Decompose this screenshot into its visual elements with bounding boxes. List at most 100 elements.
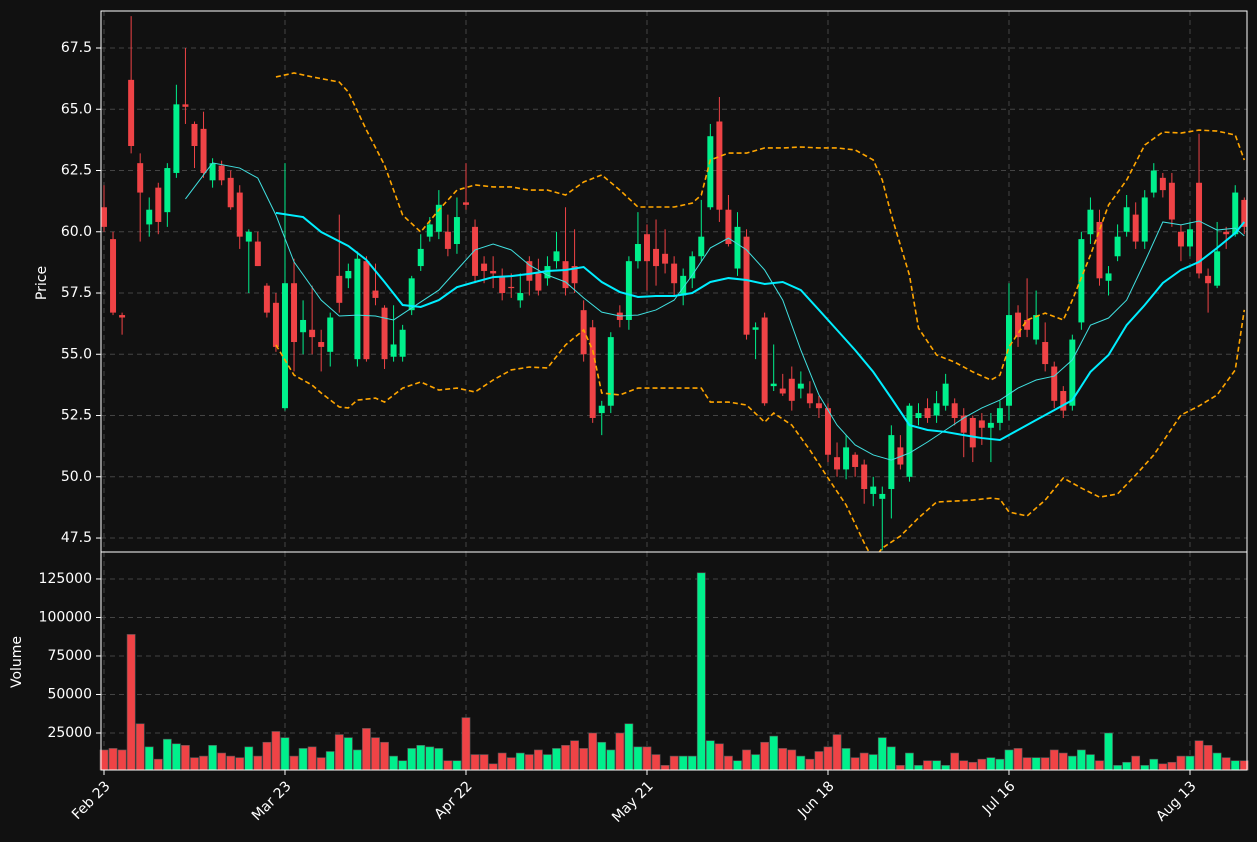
- candle-body: [318, 342, 325, 347]
- candle-body: [743, 236, 750, 335]
- volume-bar: [416, 745, 426, 771]
- volume-bar: [488, 763, 498, 771]
- candle-body: [607, 337, 614, 406]
- y-tick-label: 60.0: [61, 224, 92, 240]
- volume-axis-label: Volume: [9, 636, 25, 688]
- candle-body: [381, 307, 388, 360]
- volume-bar: [1140, 765, 1150, 771]
- candle-body: [770, 383, 777, 387]
- volume-bar: [316, 757, 326, 771]
- volume-bar: [226, 755, 236, 771]
- volume-bar: [678, 755, 688, 771]
- volume-bar: [280, 737, 290, 771]
- volume-bar: [407, 748, 417, 771]
- overlay-line: [275, 211, 1246, 442]
- volume-bar: [796, 755, 806, 771]
- candle-body: [680, 275, 687, 296]
- volume-bar: [371, 737, 380, 771]
- volume-bar: [1203, 745, 1213, 771]
- candle-body: [653, 248, 660, 267]
- volume-bar: [443, 760, 453, 771]
- volume-bar: [624, 723, 634, 771]
- candle-body: [309, 329, 316, 338]
- candle-body: [752, 327, 759, 330]
- volume-bar: [117, 749, 127, 771]
- volume-bar: [579, 748, 589, 771]
- volume-bar: [398, 760, 408, 771]
- y-tick-label: 50000: [47, 686, 92, 702]
- volume-bar: [153, 758, 163, 771]
- candle-body: [363, 261, 370, 360]
- volume-bar: [588, 732, 598, 771]
- candle-body: [227, 177, 234, 208]
- candle-body: [453, 217, 460, 245]
- candle-body: [834, 457, 841, 470]
- volume-bar: [1194, 740, 1204, 771]
- candle-body: [960, 415, 967, 433]
- volume-bar: [461, 717, 471, 771]
- candle-body: [444, 231, 451, 249]
- candle-body: [942, 383, 949, 406]
- volume-bar: [606, 749, 616, 771]
- volume-bar: [135, 723, 145, 771]
- candle-body: [707, 136, 714, 208]
- volume-bar: [1013, 748, 1023, 771]
- volume-bar: [941, 765, 951, 771]
- candle-body: [327, 317, 334, 352]
- candle-body: [861, 464, 868, 490]
- y-tick-label: 67.5: [61, 40, 92, 56]
- volume-bar: [977, 758, 987, 771]
- volume-bar: [543, 754, 552, 771]
- volume-bar: [262, 741, 272, 771]
- candle-body: [526, 261, 533, 281]
- candle-body: [1186, 229, 1193, 247]
- candle-body: [128, 79, 135, 147]
- candle-body: [182, 104, 189, 107]
- candle-body: [1005, 315, 1012, 406]
- candle-body: [137, 163, 144, 193]
- candle-body: [200, 128, 207, 173]
- volume-bar: [343, 737, 353, 771]
- volume-bar: [733, 760, 742, 771]
- candle-body: [1150, 170, 1157, 193]
- y-tick-label: 100000: [39, 609, 92, 625]
- candle-body: [1232, 192, 1239, 235]
- volume-bar: [172, 743, 181, 771]
- candle-body: [1060, 391, 1067, 411]
- candle-body: [734, 226, 741, 269]
- candle-body: [797, 383, 804, 389]
- y-tick-label: 25000: [47, 725, 92, 741]
- candle-body: [698, 236, 705, 257]
- volume-bar: [1212, 752, 1222, 771]
- volume-bar: [724, 755, 733, 771]
- volume-panel-frame: [100, 551, 1248, 771]
- candle-body: [272, 302, 279, 347]
- candle-body: [643, 234, 650, 262]
- volume-bar: [877, 737, 887, 771]
- volume-bar: [126, 634, 136, 771]
- volume-bar: [1086, 754, 1095, 771]
- candle-body: [336, 275, 343, 303]
- volume-bar: [760, 741, 770, 771]
- candle-body: [843, 447, 850, 470]
- volume-bar: [687, 755, 697, 771]
- volume-bar: [886, 746, 896, 771]
- candle-body: [1033, 315, 1040, 340]
- volume-bar: [425, 746, 435, 771]
- y-tick-label: 50.0: [61, 469, 92, 485]
- volume-bar: [850, 757, 860, 771]
- volume-bar: [715, 743, 724, 771]
- volume-bar: [805, 758, 815, 771]
- candle-body: [634, 244, 641, 262]
- candle-body: [625, 261, 632, 320]
- volume-bar: [868, 754, 878, 771]
- candle-body: [1024, 319, 1031, 330]
- volume-bar: [1067, 755, 1077, 771]
- candle-body: [254, 241, 261, 267]
- volume-bar: [823, 746, 833, 771]
- candle-body: [191, 123, 198, 147]
- volume-bar: [181, 745, 190, 771]
- volume-bar: [190, 757, 199, 771]
- volume-bar: [235, 757, 245, 771]
- volume-bar: [208, 745, 217, 771]
